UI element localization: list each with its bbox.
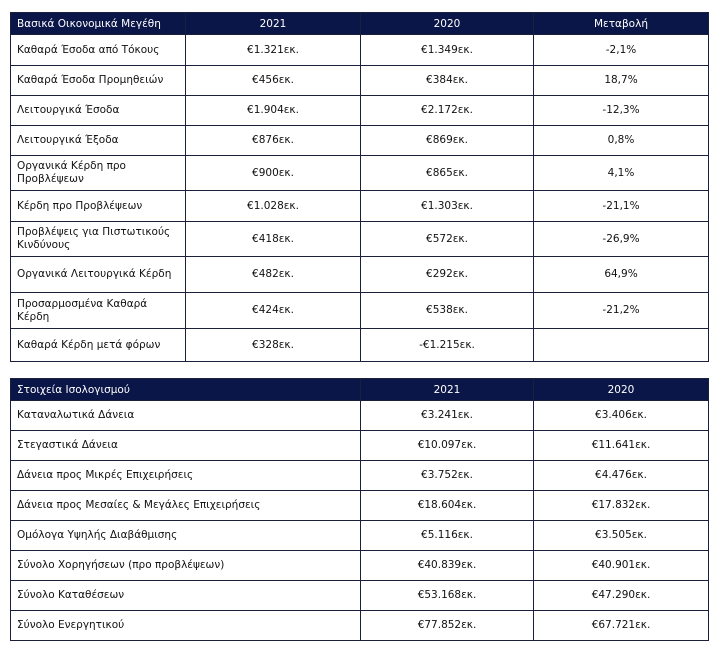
table-row: Δάνεια προς Μικρές Επιχειρήσεις €3.752εκ.…	[10, 460, 709, 491]
header-cell: Βασικά Οικονομικά Μεγέθη	[10, 12, 186, 35]
table-cell: €5.116εκ.	[360, 520, 534, 551]
table-cell: Προσαρμοσμένα Καθαρά Κέρδη	[10, 292, 186, 329]
table-cell: €3.241εκ.	[360, 400, 534, 431]
table-cell: €18.604εκ.	[360, 490, 534, 521]
table-cell: €40.839εκ.	[360, 550, 534, 581]
table-cell: 64,9%	[533, 256, 709, 293]
table-cell: Λειτουργικά Έσοδα	[10, 95, 186, 126]
header-cell: Μεταβολή	[533, 12, 709, 35]
table-cell: €77.852εκ.	[360, 610, 534, 641]
table-cell: Κέρδη προ Προβλέψεων	[10, 190, 186, 222]
header-cell: 2020	[360, 12, 534, 35]
table-cell: €3.752εκ.	[360, 460, 534, 491]
table-cell: €384εκ.	[360, 65, 534, 96]
table-cell: Στεγαστικά Δάνεια	[10, 430, 361, 461]
table-cell: -26,9%	[533, 221, 709, 257]
table-cell: €2.172εκ.	[360, 95, 534, 126]
table-row: Σύνολο Καταθέσεων €53.168εκ. €47.290εκ.	[10, 580, 709, 611]
table-cell: €900εκ.	[185, 155, 361, 191]
table-cell: Ομόλογα Υψηλής Διαβάθμισης	[10, 520, 361, 551]
table-row: Καθαρά Έσοδα από Τόκους €1.321εκ. €1.349εκ…	[10, 34, 709, 66]
table-cell: €17.832εκ.	[533, 490, 709, 521]
table-cell: €482εκ.	[185, 256, 361, 293]
table-cell: -21,2%	[533, 292, 709, 329]
table-row: Προβλέψεις για Πιστωτικούς Κινδύνους €418…	[10, 221, 709, 257]
table-row: Καθαρά Κέρδη μετά φόρων €328εκ. -€1.215εκ.	[10, 328, 709, 362]
table-cell: €1.321εκ.	[185, 34, 361, 66]
table-cell: 18,7%	[533, 65, 709, 96]
table-cell: Προβλέψεις για Πιστωτικούς Κινδύνους	[10, 221, 186, 257]
header-cell: 2021	[360, 378, 534, 401]
table-row: Σύνολο Χορηγήσεων (προ προβλέψεων) €40.83…	[10, 550, 709, 581]
table-row: Στεγαστικά Δάνεια €10.097εκ. €11.641εκ.	[10, 430, 709, 461]
table-cell: €456εκ.	[185, 65, 361, 96]
table-row: Σύνολο Ενεργητικού €77.852εκ. €67.721εκ.	[10, 610, 709, 641]
table-cell: €3.406εκ.	[533, 400, 709, 431]
table-cell: 0,8%	[533, 125, 709, 156]
table-cell: Καθαρά Έσοδα Προμηθειών	[10, 65, 186, 96]
header-cell: 2020	[533, 378, 709, 401]
table-cell: €869εκ.	[360, 125, 534, 156]
table-row: Οργανικά Λειτουργικά Κέρδη €482εκ. €292εκ.…	[10, 256, 709, 293]
table-cell: Καθαρά Έσοδα από Τόκους	[10, 34, 186, 66]
table-row: Λειτουργικά Έσοδα €1.904εκ. €2.172εκ. -12,3…	[10, 95, 709, 126]
table-cell: €40.901εκ.	[533, 550, 709, 581]
table-cell: -2,1%	[533, 34, 709, 66]
table-row: Οργανικά Κέρδη προ Προβλέψεων €900εκ. €865…	[10, 155, 709, 191]
table-cell: €328εκ.	[185, 328, 361, 362]
table-cell: Οργανικά Κέρδη προ Προβλέψεων	[10, 155, 186, 191]
table-cell: €538εκ.	[360, 292, 534, 329]
table-cell: €3.505εκ.	[533, 520, 709, 551]
table-cell: €572εκ.	[360, 221, 534, 257]
table-cell: €1.904εκ.	[185, 95, 361, 126]
table-cell: €418εκ.	[185, 221, 361, 257]
table-cell: Δάνεια προς Μεσαίες & Μεγάλες Επιχειρήσε…	[10, 490, 361, 521]
table-cell: €11.641εκ.	[533, 430, 709, 461]
table-cell: -21,1%	[533, 190, 709, 222]
table-cell: €67.721εκ.	[533, 610, 709, 641]
table-cell: -12,3%	[533, 95, 709, 126]
table-row: Κέρδη προ Προβλέψεων €1.028εκ. €1.303εκ. -2…	[10, 190, 709, 222]
table-cell: -€1.215εκ.	[360, 328, 534, 362]
table-cell: €47.290εκ.	[533, 580, 709, 611]
balance-sheet-table: Στοιχεία Ισολογισμού 2021 2020 Καταναλωτικά…	[10, 378, 709, 641]
table-row: Ομόλογα Υψηλής Διαβάθμισης €5.116εκ. €3.50…	[10, 520, 709, 551]
table-row: Καταναλωτικά Δάνεια €3.241εκ. €3.406εκ.	[10, 400, 709, 431]
empty-cell	[533, 328, 709, 362]
table-cell: €10.097εκ.	[360, 430, 534, 461]
table-cell: Οργανικά Λειτουργικά Κέρδη	[10, 256, 186, 293]
table-cell: Λειτουργικά Έξοδα	[10, 125, 186, 156]
table-row: Λειτουργικά Έξοδα €876εκ. €869εκ. 0,8%	[10, 125, 709, 156]
table-cell: €1.303εκ.	[360, 190, 534, 222]
table-row: Δάνεια προς Μεσαίες & Μεγάλες Επιχειρήσε…	[10, 490, 709, 521]
financials-table: Βασικά Οικονομικά Μεγέθη 2021 2020 Μεταβολή…	[10, 12, 709, 362]
header-row: Στοιχεία Ισολογισμού 2021 2020	[10, 378, 709, 401]
table-cell: Σύνολο Ενεργητικού	[10, 610, 361, 641]
table-cell: Δάνεια προς Μικρές Επιχειρήσεις	[10, 460, 361, 491]
table-cell: €53.168εκ.	[360, 580, 534, 611]
header-cell: Στοιχεία Ισολογισμού	[10, 378, 361, 401]
table-cell: Καθαρά Κέρδη μετά φόρων	[10, 328, 186, 362]
table-cell: €292εκ.	[360, 256, 534, 293]
header-row: Βασικά Οικονομικά Μεγέθη 2021 2020 Μεταβολή	[10, 12, 709, 35]
table-cell: €4.476εκ.	[533, 460, 709, 491]
table-cell: Σύνολο Καταθέσεων	[10, 580, 361, 611]
table-cell: €865εκ.	[360, 155, 534, 191]
table-cell: €1.028εκ.	[185, 190, 361, 222]
table-cell: €1.349εκ.	[360, 34, 534, 66]
table-cell: Σύνολο Χορηγήσεων (προ προβλέψεων)	[10, 550, 361, 581]
table-cell: Καταναλωτικά Δάνεια	[10, 400, 361, 431]
table-cell: €424εκ.	[185, 292, 361, 329]
table-cell: €876εκ.	[185, 125, 361, 156]
header-cell: 2021	[185, 12, 361, 35]
table-cell: 4,1%	[533, 155, 709, 191]
table-row: Καθαρά Έσοδα Προμηθειών €456εκ. €384εκ. 18,…	[10, 65, 709, 96]
table-row: Προσαρμοσμένα Καθαρά Κέρδη €424εκ. €538εκ.…	[10, 292, 709, 329]
